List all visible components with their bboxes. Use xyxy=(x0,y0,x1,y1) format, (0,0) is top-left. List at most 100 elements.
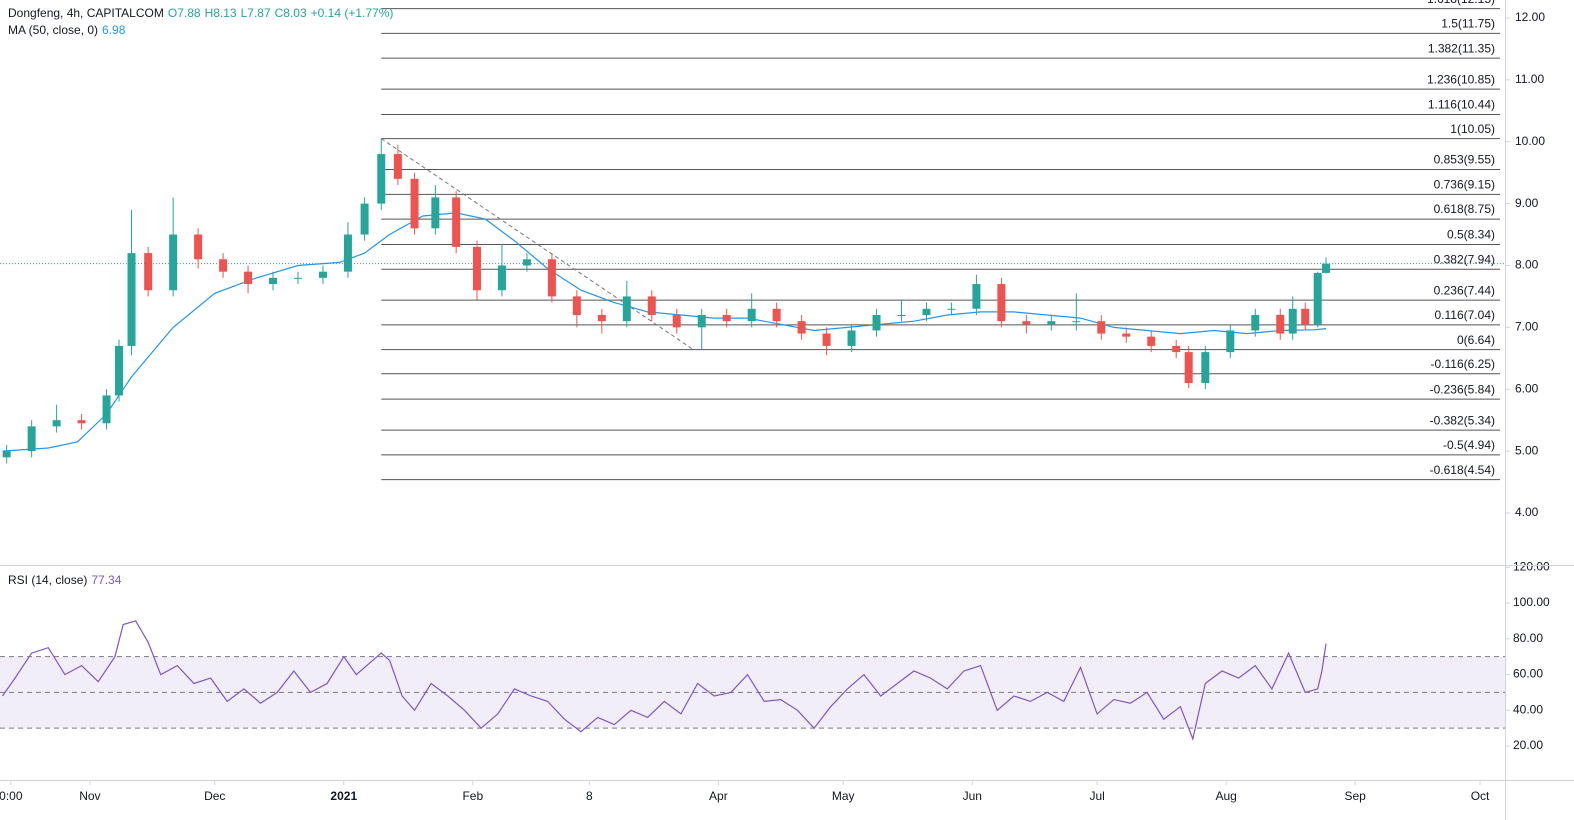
fib-label: 0.116(7.04) xyxy=(1435,308,1496,322)
candle-body xyxy=(410,178,419,229)
fib-label: 0.853(9.55) xyxy=(1434,153,1495,167)
candle-body xyxy=(1122,333,1131,337)
candle-body xyxy=(897,314,906,316)
fib-label: 0(6.64) xyxy=(1457,333,1495,347)
candle-body xyxy=(27,426,36,452)
candle-body xyxy=(697,314,706,328)
change: +0.14 (+1.77%) xyxy=(310,6,394,20)
candle-body xyxy=(672,314,681,328)
candle-body xyxy=(1276,314,1285,334)
candle-body xyxy=(269,277,278,285)
fib-label: -0.236(5.84) xyxy=(1430,382,1495,396)
y-tick-label: 20.00 xyxy=(1513,738,1543,752)
candle-body xyxy=(343,234,352,272)
x-tick-label: Dec xyxy=(204,789,225,803)
x-tick-label: Apr xyxy=(709,789,728,803)
y-tick-label: 12.00 xyxy=(1515,10,1545,24)
candle-body xyxy=(572,296,581,315)
candle-body xyxy=(1172,345,1181,353)
candle-body xyxy=(431,197,440,229)
x-tick-label: Nov xyxy=(79,789,100,803)
candle-body xyxy=(922,308,931,315)
candle-body xyxy=(1047,321,1056,325)
x-tick-label: Sep xyxy=(1344,789,1366,803)
y-tick-label: 7.00 xyxy=(1515,320,1539,334)
x-tick-label: May xyxy=(832,789,855,803)
candle-body xyxy=(393,154,402,179)
rsi-name: RSI (14, close) xyxy=(8,573,88,587)
candle-body xyxy=(1322,263,1331,273)
price-legend: Dongfeng, 4h, CAPITALCOM O7.88 H8.13 L7.87 C… xyxy=(8,6,397,20)
y-tick-label: 10.00 xyxy=(1515,134,1545,148)
candle-body xyxy=(127,253,136,346)
fib-label: 0.736(9.15) xyxy=(1434,177,1495,191)
fib-label: -0.382(5.34) xyxy=(1430,413,1495,427)
candle-body xyxy=(722,314,731,322)
fib-label: -0.618(4.54) xyxy=(1430,463,1495,477)
candle-body xyxy=(52,420,61,427)
x-tick-label: Feb xyxy=(462,789,483,803)
fib-label: 0.236(7.44) xyxy=(1434,283,1495,297)
candle-body xyxy=(497,265,506,291)
y-tick-label: 40.00 xyxy=(1513,702,1543,716)
ma-legend: MA (50, close, 0) 6.98 xyxy=(8,23,129,37)
candle-body xyxy=(997,284,1006,322)
x-tick-label: 2021 xyxy=(330,789,357,803)
candle-body xyxy=(622,296,631,322)
candle-body xyxy=(102,395,111,424)
candle-body xyxy=(972,284,981,309)
candle-body xyxy=(472,246,481,291)
fib-label: 1.236(10.85) xyxy=(1427,72,1495,86)
candle-body xyxy=(822,333,831,346)
x-tick-label: Jun xyxy=(963,789,982,803)
y-tick-label: 80.00 xyxy=(1513,631,1543,645)
ohlc-close: C8.03 xyxy=(274,6,307,20)
y-tick-label: 4.00 xyxy=(1515,505,1539,519)
fib-label: 1.5(11.75) xyxy=(1441,17,1495,31)
candle-body xyxy=(2,451,11,458)
ohlc-low: L7.87 xyxy=(240,6,271,20)
fib-label: 0.618(8.75) xyxy=(1434,202,1495,216)
candle-body xyxy=(547,259,556,297)
y-tick-label: 11.00 xyxy=(1515,72,1544,86)
ohlc-open: O7.88 xyxy=(167,6,201,20)
candle-body xyxy=(1301,308,1310,325)
candle-body xyxy=(1226,330,1235,353)
candle-body xyxy=(772,308,781,322)
y-tick-label: 8.00 xyxy=(1515,258,1539,272)
price-pane: 1.618(12.15) 1.5(11.75) 1.382(11.35) 1.236(… xyxy=(0,0,1505,481)
candle-body xyxy=(77,420,86,424)
candle-body xyxy=(947,308,956,310)
candle-body xyxy=(144,253,153,291)
candle-body xyxy=(1147,336,1156,346)
candle-body xyxy=(1313,272,1322,325)
candle-body xyxy=(244,271,253,285)
candle-body xyxy=(452,197,461,247)
fib-label: 1.618(12.15) xyxy=(1427,0,1495,6)
fib-label: 1.382(11.35) xyxy=(1428,41,1495,55)
candle-body xyxy=(377,154,386,204)
y-tick-label: 100.00 xyxy=(1513,595,1550,609)
candle-body xyxy=(1097,321,1106,334)
candle-body xyxy=(847,330,856,346)
y-tick-label: 5.00 xyxy=(1515,443,1539,457)
x-tick-label: Aug xyxy=(1215,789,1236,803)
y-tick-label: 9.00 xyxy=(1515,196,1539,210)
candle-body xyxy=(318,271,327,278)
ma-line xyxy=(2,212,1327,452)
candle-body xyxy=(115,345,124,396)
candle-body xyxy=(1184,352,1193,384)
candle-body xyxy=(872,314,881,331)
rsi-pane xyxy=(0,620,1505,741)
rsi-line xyxy=(2,620,1327,741)
candle-body xyxy=(797,321,806,334)
symbol-title: Dongfeng, 4h, CAPITALCOM xyxy=(8,6,164,20)
rsi-legend: RSI (14, close) 77.34 xyxy=(8,573,125,587)
y-tick-label: 6.00 xyxy=(1515,381,1539,395)
axes: 4.00 5.00 6.00 7.00 8.00 9.00 10.00 11.00 12.00 0… xyxy=(0,10,1550,803)
ma-value: 6.98 xyxy=(102,23,126,37)
candle-body xyxy=(1201,352,1210,384)
candle-body xyxy=(1288,308,1297,334)
